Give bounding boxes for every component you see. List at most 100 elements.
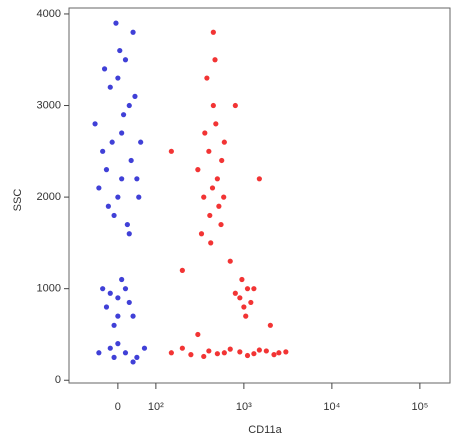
data-point bbox=[195, 331, 201, 338]
data-point bbox=[122, 350, 129, 356]
data-point bbox=[244, 352, 251, 359]
data-point bbox=[256, 347, 262, 353]
data-point bbox=[214, 176, 220, 182]
data-point bbox=[107, 345, 113, 351]
data-point bbox=[206, 348, 212, 354]
data-point bbox=[237, 295, 243, 301]
data-point bbox=[243, 313, 249, 319]
data-point bbox=[101, 66, 108, 72]
data-point bbox=[113, 20, 119, 26]
data-point bbox=[179, 267, 185, 273]
x-tick-label: 10⁵ bbox=[411, 401, 428, 413]
data-point bbox=[232, 102, 238, 109]
data-point bbox=[134, 354, 140, 360]
data-point bbox=[122, 57, 129, 63]
data-point bbox=[115, 295, 121, 301]
data-point bbox=[213, 121, 219, 127]
y-tick-label: 2000 bbox=[37, 191, 61, 203]
data-point bbox=[107, 84, 113, 90]
data-point bbox=[271, 352, 277, 358]
y-axis-label: SSC bbox=[12, 189, 24, 212]
data-point bbox=[221, 194, 227, 200]
data-point bbox=[126, 102, 132, 109]
data-point bbox=[96, 350, 102, 356]
data-point bbox=[241, 304, 247, 310]
data-point bbox=[201, 353, 207, 360]
data-point bbox=[214, 351, 220, 357]
data-point bbox=[216, 203, 222, 209]
data-point bbox=[103, 167, 110, 173]
data-point bbox=[221, 139, 227, 145]
x-axis-label: CD11a bbox=[248, 424, 282, 436]
data-point bbox=[119, 176, 125, 182]
data-point bbox=[141, 345, 148, 351]
data-point bbox=[227, 346, 233, 352]
y-tick-label: 3000 bbox=[37, 99, 61, 111]
data-point bbox=[126, 299, 132, 306]
data-point bbox=[244, 286, 251, 292]
data-point bbox=[119, 276, 125, 283]
data-point bbox=[100, 286, 106, 292]
plot-frame bbox=[68, 7, 451, 384]
data-point bbox=[221, 350, 227, 356]
data-point bbox=[115, 75, 121, 81]
data-point bbox=[122, 286, 129, 292]
data-point bbox=[248, 299, 254, 306]
data-point bbox=[130, 359, 136, 365]
data-point bbox=[96, 185, 102, 191]
data-point bbox=[179, 345, 185, 351]
data-point bbox=[206, 148, 212, 154]
data-point bbox=[219, 157, 225, 164]
data-point bbox=[209, 185, 216, 191]
data-point bbox=[111, 212, 117, 219]
x-tick-label: 0 bbox=[115, 401, 121, 413]
y-tick-label: 0 bbox=[55, 374, 61, 386]
data-point bbox=[256, 176, 262, 182]
data-point bbox=[251, 286, 257, 292]
data-point bbox=[239, 276, 245, 283]
data-point bbox=[232, 290, 238, 296]
data-point bbox=[263, 348, 269, 354]
data-point bbox=[115, 313, 121, 319]
data-point bbox=[128, 157, 134, 164]
data-point bbox=[267, 322, 273, 328]
data-point bbox=[227, 258, 233, 264]
data-point bbox=[202, 130, 208, 136]
data-point bbox=[276, 350, 282, 356]
data-point bbox=[251, 351, 257, 357]
data-point bbox=[109, 139, 115, 145]
data-point bbox=[119, 130, 125, 136]
data-point bbox=[105, 203, 111, 209]
data-point bbox=[117, 47, 123, 54]
data-point bbox=[195, 167, 201, 173]
data-point bbox=[120, 112, 127, 118]
y-tick-label: 4000 bbox=[37, 8, 61, 20]
x-tick-label: 10³ bbox=[236, 401, 252, 413]
data-point bbox=[201, 194, 207, 200]
x-tick-label: 10⁴ bbox=[323, 401, 340, 413]
data-point bbox=[212, 57, 218, 63]
data-point bbox=[115, 194, 121, 200]
data-point bbox=[132, 93, 138, 99]
data-point bbox=[218, 221, 224, 228]
data-point bbox=[210, 102, 216, 109]
data-point bbox=[130, 313, 136, 319]
x-tick-label: 10² bbox=[148, 401, 164, 413]
data-point bbox=[283, 349, 289, 355]
data-point bbox=[107, 290, 113, 296]
data-point bbox=[204, 75, 210, 81]
data-point bbox=[103, 304, 110, 310]
data-point bbox=[130, 29, 136, 35]
data-point bbox=[111, 354, 117, 360]
data-point bbox=[92, 121, 98, 127]
data-point bbox=[138, 139, 144, 145]
data-point bbox=[198, 231, 205, 237]
data-point bbox=[136, 194, 142, 200]
data-point bbox=[115, 341, 121, 347]
data-point bbox=[111, 322, 117, 328]
data-point bbox=[124, 221, 130, 228]
data-point bbox=[237, 349, 243, 355]
y-tick-label: 1000 bbox=[37, 283, 61, 295]
data-point bbox=[168, 350, 174, 356]
